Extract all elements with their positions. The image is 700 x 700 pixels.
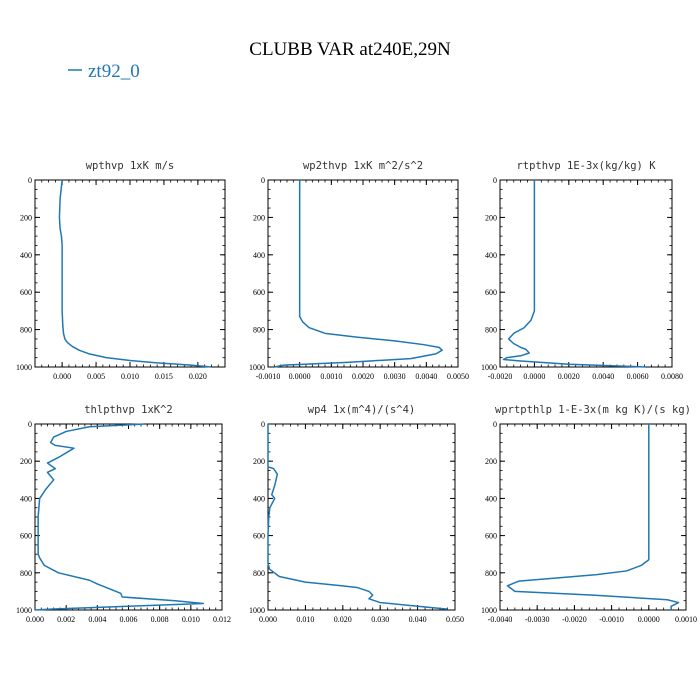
- subplot-title: wpthvp 1xK m/s: [86, 160, 175, 172]
- subplot-title: thlpthvp 1xK^2: [84, 404, 173, 416]
- x-tick-label: 0.010: [296, 615, 314, 624]
- x-tick-label: 0.000: [53, 372, 71, 381]
- x-tick-label: 0.015: [155, 372, 173, 381]
- x-tick-label: 0.0050: [447, 372, 469, 381]
- y-tick-label: 1000: [16, 363, 32, 372]
- x-tick-label: 0.008: [151, 615, 169, 624]
- x-tick-label: 0.0020: [558, 372, 580, 381]
- y-tick-label: 600: [253, 288, 265, 297]
- x-tick-label: -0.0040: [488, 615, 513, 624]
- x-tick-label: 0.0010: [675, 615, 697, 624]
- x-tick-label: 0.0010: [320, 372, 342, 381]
- legend-label: zt92_0: [88, 61, 140, 82]
- x-tick-label: 0.002: [57, 615, 75, 624]
- y-tick-label: 0: [493, 176, 497, 185]
- x-tick-label: 0.006: [120, 615, 138, 624]
- subplot-title: wp2thvp 1xK m^2/s^2: [303, 160, 423, 172]
- subplot-title: wp4 1x(m^4)/(s^4): [308, 404, 415, 416]
- y-tick-label: 0: [261, 176, 265, 185]
- x-tick-label: 0.050: [446, 615, 464, 624]
- x-tick-label: -0.0020: [562, 615, 587, 624]
- y-tick-label: 400: [253, 251, 265, 260]
- y-tick-label: 0: [493, 420, 497, 429]
- x-tick-label: 0.010: [121, 372, 139, 381]
- y-tick-label: 800: [20, 569, 32, 578]
- y-tick-label: 800: [485, 569, 497, 578]
- legend: zt92_0: [68, 61, 140, 82]
- x-tick-label: 0.0000: [638, 615, 660, 624]
- y-tick-label: 200: [485, 213, 497, 222]
- x-tick-label: 0.030: [371, 615, 389, 624]
- y-tick-label: 800: [253, 569, 265, 578]
- x-tick-label: 0.0040: [415, 372, 437, 381]
- y-tick-label: 200: [20, 457, 32, 466]
- y-tick-label: 400: [20, 494, 32, 503]
- subplot-title: wprtpthlp 1-E-3x(m kg K)/(s kg): [495, 404, 691, 416]
- series-line-zt92_0: [502, 180, 647, 368]
- x-tick-label: 0.020: [189, 372, 207, 381]
- y-tick-label: 1000: [16, 606, 32, 615]
- y-tick-label: 200: [253, 213, 265, 222]
- x-tick-label: 0.0080: [661, 372, 683, 381]
- subplot-3: rtpthvp 1E-3x(kg/kg) K 0 200 400 600 800 1000-…: [481, 160, 683, 381]
- x-tick-label: 0.004: [88, 615, 106, 624]
- y-tick-label: 400: [485, 251, 497, 260]
- y-tick-label: 1000: [481, 606, 497, 615]
- y-tick-label: 400: [20, 251, 32, 260]
- y-tick-label: 0: [261, 420, 265, 429]
- subplot-1: wpthvp 1xK m/s 0 200 400 600 800 1000 0.000 0.00…: [16, 160, 226, 381]
- x-tick-label: 0.0040: [592, 372, 614, 381]
- x-tick-label: -0.0020: [488, 372, 513, 381]
- series-line-zt92_0: [267, 424, 448, 610]
- y-tick-label: 200: [253, 457, 265, 466]
- y-tick-label: 0: [28, 420, 32, 429]
- subplot-2: wp2thvp 1xK m^2/s^2 0 200 400 600 800 1000-0.0…: [249, 160, 469, 381]
- y-tick-label: 1000: [249, 363, 265, 372]
- y-tick-label: 1000: [249, 606, 265, 615]
- subplot-title: rtpthvp 1E-3x(kg/kg) K: [516, 160, 656, 172]
- x-tick-label: 0.000: [26, 615, 44, 624]
- y-tick-label: 800: [20, 326, 32, 335]
- x-tick-label: 0.012: [213, 615, 231, 624]
- series-line-zt92_0: [274, 180, 443, 368]
- y-tick-label: 600: [485, 532, 497, 541]
- x-tick-label: 0.000: [259, 615, 277, 624]
- x-tick-label: -0.0010: [599, 615, 624, 624]
- y-tick-label: 200: [485, 457, 497, 466]
- y-tick-label: 600: [485, 288, 497, 297]
- x-tick-label: 0.010: [182, 615, 200, 624]
- x-tick-label: 0.0060: [627, 372, 649, 381]
- y-tick-label: 400: [485, 494, 497, 503]
- x-tick-label: 0.005: [87, 372, 105, 381]
- x-tick-label: 0.020: [334, 615, 352, 624]
- y-tick-label: 0: [28, 176, 32, 185]
- y-tick-label: 200: [20, 213, 32, 222]
- x-tick-label: -0.0030: [525, 615, 550, 624]
- series-line-zt92_0: [506, 424, 680, 610]
- y-tick-label: 800: [253, 326, 265, 335]
- subplot-6: wprtpthlp 1-E-3x(m kg K)/(s kg) 0 200 400 60…: [481, 404, 697, 624]
- y-tick-label: 1000: [481, 363, 497, 372]
- x-tick-label: -0.0010: [256, 372, 281, 381]
- figure-title: CLUBB VAR at240E,29N: [249, 39, 451, 60]
- series-line-zt92_0: [34, 423, 205, 611]
- x-tick-label: 0.040: [409, 615, 427, 624]
- y-tick-label: 800: [485, 326, 497, 335]
- y-tick-label: 400: [253, 494, 265, 503]
- x-tick-label: 0.0030: [384, 372, 406, 381]
- y-tick-label: 600: [20, 288, 32, 297]
- x-tick-label: 0.0000: [289, 372, 311, 381]
- y-tick-label: 600: [253, 532, 265, 541]
- x-tick-label: 0.0000: [523, 372, 545, 381]
- x-tick-label: 0.0020: [352, 372, 374, 381]
- y-tick-label: 600: [20, 532, 32, 541]
- series-line-zt92_0: [58, 179, 212, 368]
